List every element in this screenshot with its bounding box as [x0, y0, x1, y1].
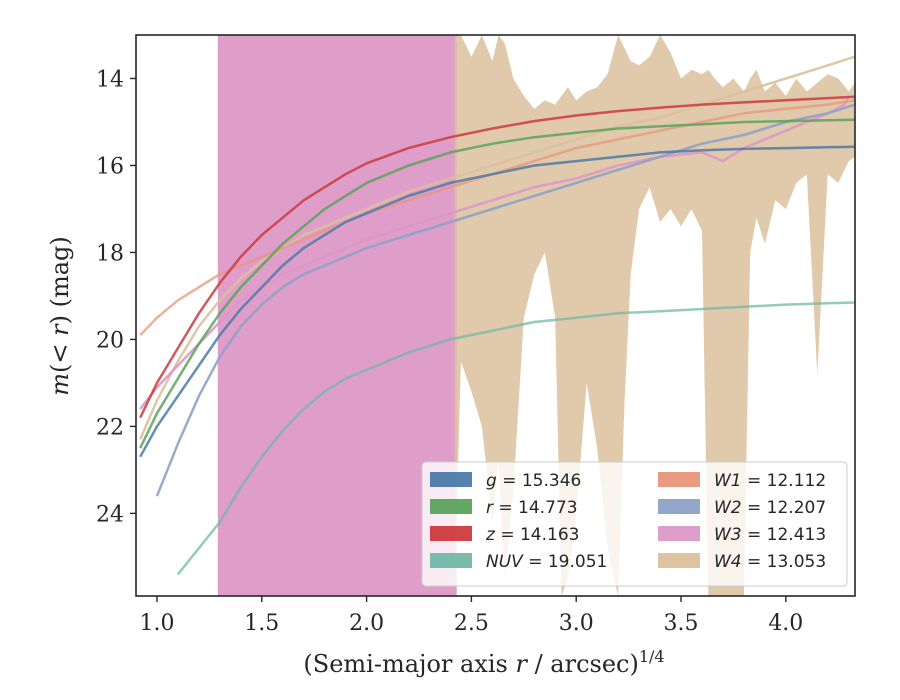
legend-swatch-w1 [658, 472, 700, 487]
plot-frame [135, 34, 856, 597]
legend-label-w1: W1 = 12.112 [714, 471, 826, 491]
y-axis: 14 16 18 20 22 24 [96, 67, 136, 527]
x-axis: 1.0 1.5 2.0 2.5 3.0 3.5 4.0 [139, 596, 803, 636]
bands-layer [217, 35, 855, 596]
x-tick-label: 2.5 [454, 611, 489, 636]
legend-swatch-w3 [658, 526, 700, 541]
series-line-r [139, 118, 855, 449]
legend-label-r: r = 14.773 [486, 498, 578, 518]
legend-swatch-w2 [658, 499, 700, 514]
series-line-z [139, 95, 855, 419]
legend-swatch-g [430, 472, 472, 487]
series-line-w3 [139, 95, 850, 410]
y-tick-label: 20 [96, 328, 124, 353]
y-axis-label: m(< r) (mag) [46, 236, 74, 396]
y-tick-label: 24 [96, 502, 124, 527]
series-line-w4 [139, 55, 855, 440]
x-tick-label: 3.5 [664, 611, 699, 636]
series-line-g [139, 145, 855, 458]
x-tick-label: 2.0 [349, 611, 384, 636]
legend-swatch-nuv [430, 553, 472, 568]
band-w4 [454, 35, 855, 596]
series-line-w2 [155, 103, 855, 497]
x-tick-label: 3.0 [559, 611, 594, 636]
legend-swatch-r [430, 499, 472, 514]
y-tick-label: 14 [96, 67, 124, 92]
legend-swatch-z [430, 526, 472, 541]
legend-label-w3: W3 = 12.413 [714, 525, 826, 545]
legend-frame [421, 461, 848, 587]
legend-swatch-w4 [658, 553, 700, 568]
x-tick-label: 1.5 [244, 611, 279, 636]
legend-label-nuv: NUV = 19.051 [486, 552, 607, 572]
lines-layer [139, 55, 855, 576]
legend: g = 15.346 r = 14.773 z = 14.163 NUV = 19.0… [421, 461, 848, 587]
band-w3 [217, 35, 457, 596]
y-tick-label: 16 [96, 154, 124, 179]
x-tick-label: 4.0 [768, 611, 803, 636]
series-line-nuv [176, 301, 855, 576]
y-tick-label: 18 [96, 241, 124, 266]
legend-label-z: z = 14.163 [485, 525, 579, 545]
legend-label-g: g = 15.346 [486, 471, 581, 491]
legend-label-w2: W2 = 12.207 [714, 498, 826, 518]
y-tick-label: 22 [96, 415, 124, 440]
x-tick-label: 1.0 [139, 611, 174, 636]
x-axis-label: (Semi-major axis r / arcsec)1/4 [303, 647, 664, 678]
series-line-w1 [139, 98, 855, 336]
legend-label-w4: W4 = 13.053 [714, 552, 826, 572]
